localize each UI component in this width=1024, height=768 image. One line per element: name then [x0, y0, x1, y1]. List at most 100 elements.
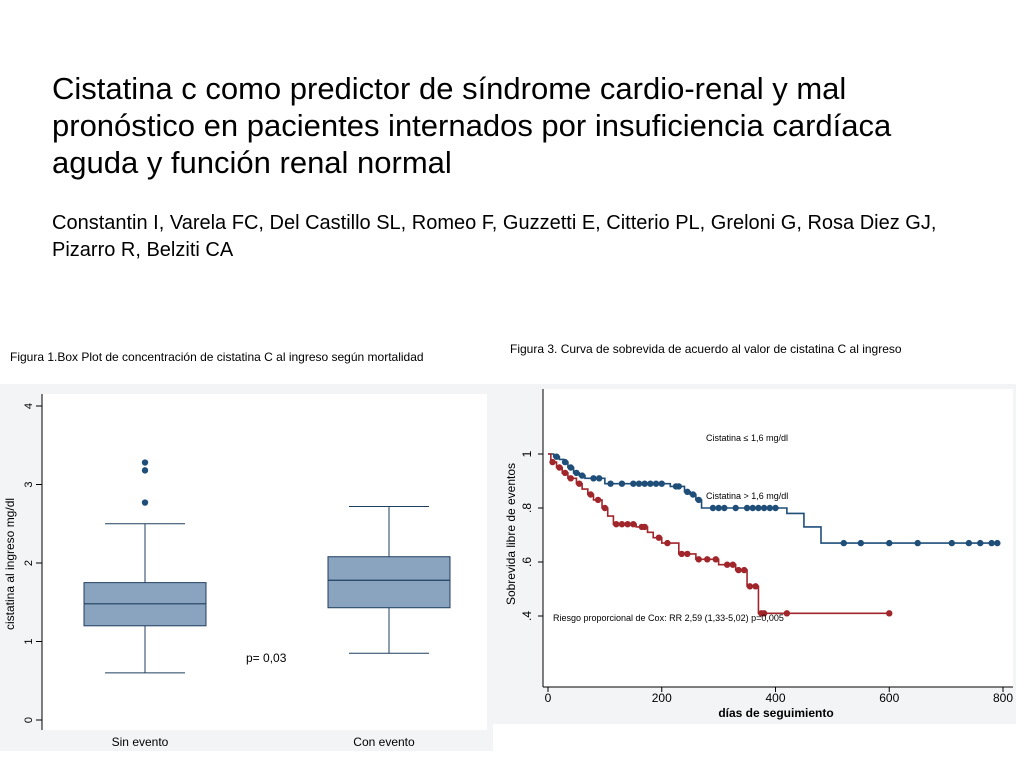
series-label-high: Cistatina > 1,6 mg/dl: [706, 491, 788, 501]
censor-marker: [755, 504, 762, 512]
censor-marker: [624, 521, 631, 528]
x-tick-label: 0: [545, 691, 552, 705]
censor-marker: [618, 480, 626, 487]
y-tick-label: .4: [520, 611, 534, 621]
censor-marker: [735, 566, 742, 574]
y-tick-label: 2: [23, 560, 35, 566]
censor-marker: [857, 539, 865, 547]
box-plot-figure: 0 1 2 3 4 Sin evento Con evento cistatina al …: [0, 384, 493, 751]
censor-marker: [567, 475, 574, 482]
y-tick-label: 1: [23, 638, 35, 644]
censor-marker: [783, 610, 791, 617]
cox-annotation: Riesgo proporcional de Cox: RR 2,59 (1,3…: [553, 613, 784, 623]
censor-marker: [601, 504, 609, 512]
censor-marker: [914, 539, 921, 547]
censor-marker: [994, 539, 1001, 547]
censor-marker: [594, 496, 602, 504]
x-category-label: Sin evento: [112, 735, 169, 749]
censor-marker: [641, 523, 648, 531]
censor-marker: [723, 561, 731, 568]
censor-marker: [613, 521, 620, 528]
censor-marker: [695, 496, 702, 504]
outlier-point: [141, 459, 149, 466]
censor-marker: [641, 480, 648, 487]
page-title: Cistatina c como predictor de síndrome c…: [52, 71, 892, 180]
y-axis-label: cistatina al ingreso mg/dl: [3, 498, 17, 630]
censor-marker: [746, 583, 754, 590]
censor-marker: [573, 469, 580, 477]
x-tick-label: 800: [993, 691, 1013, 705]
censor-marker: [561, 469, 569, 477]
censor-marker: [607, 480, 614, 487]
censor-marker: [684, 488, 691, 495]
censor-marker: [618, 521, 626, 528]
censor-marker: [675, 483, 683, 490]
boxes: [83, 459, 451, 674]
censor-marker: [977, 539, 984, 547]
y-tick-label: 4: [23, 403, 35, 409]
censor-marker: [732, 504, 739, 512]
p-value-annotation: p= 0,03: [246, 651, 287, 665]
axis-ticks: 0 200 400 600 800 .4 .6 .8 1: [520, 450, 1013, 705]
censor-marker: [709, 504, 717, 512]
series-1: [548, 453, 1001, 547]
y-tick-label: .8: [520, 503, 534, 513]
censor-marker: [743, 504, 751, 512]
censor-marker: [695, 556, 702, 563]
censor-marker: [567, 464, 574, 471]
iqr-box: [327, 556, 451, 609]
censor-marker: [630, 480, 637, 487]
censor-marker: [576, 480, 583, 487]
y-ticks: 0 1 2 3 4: [23, 403, 42, 723]
x-tick-label: 400: [765, 691, 785, 705]
figure1-caption: Figura 1.Box Plot de concentración de ci…: [10, 350, 424, 364]
y-tick-label: .6: [520, 557, 534, 567]
x-category-label: Con evento: [353, 735, 415, 749]
censor-marker: [772, 504, 779, 512]
x-tick-label: 600: [879, 691, 899, 705]
censor-marker: [678, 550, 685, 558]
plot-area: [543, 389, 1013, 687]
censor-marker: [595, 475, 603, 482]
survival-curve-figure: 0 200 400 600 800 .4 .6 .8 1 Sobrevida libre de …: [493, 384, 1016, 724]
censor-marker: [988, 539, 995, 547]
censor-marker: [704, 556, 711, 563]
censor-marker: [886, 610, 893, 617]
censor-marker: [590, 475, 597, 482]
censor-marker: [658, 480, 665, 487]
censor-marker: [760, 610, 768, 617]
y-tick-label: 3: [23, 481, 35, 487]
box-1: [83, 459, 207, 674]
survival-series: [548, 453, 1001, 617]
series-2: [548, 453, 893, 617]
censor-marker: [948, 539, 956, 547]
outlier-point: [141, 467, 149, 474]
censor-marker: [655, 534, 663, 541]
censor-marker: [752, 583, 759, 590]
x-tick-label: 200: [652, 691, 672, 705]
x-axis-label: días de seguimiento: [718, 706, 833, 720]
censor-marker: [561, 458, 569, 466]
box-2: [327, 505, 451, 654]
censor-marker: [712, 556, 719, 563]
censor-marker: [749, 504, 756, 512]
censor-marker: [652, 480, 660, 487]
censor-marker: [553, 453, 560, 460]
censor-marker: [729, 561, 737, 568]
censor-marker: [578, 472, 586, 479]
censor-marker: [549, 458, 556, 466]
y-tick-label: 0: [23, 717, 35, 723]
censor-marker: [556, 464, 563, 471]
censor-marker: [635, 480, 643, 487]
censor-marker: [647, 480, 654, 487]
authors-line: Constantin I, Varela FC, Del Castillo SL…: [52, 212, 937, 261]
censor-marker: [840, 539, 847, 547]
censor-marker: [886, 539, 893, 547]
censor-marker: [684, 550, 691, 558]
censor-marker: [965, 539, 973, 547]
x-category-labels: Sin evento Con evento: [112, 735, 415, 749]
series-label-low: Cistatina ≤ 1,6 mg/dl: [706, 433, 788, 443]
censor-marker: [760, 504, 768, 512]
censor-marker: [715, 504, 722, 512]
censor-marker: [630, 521, 637, 528]
